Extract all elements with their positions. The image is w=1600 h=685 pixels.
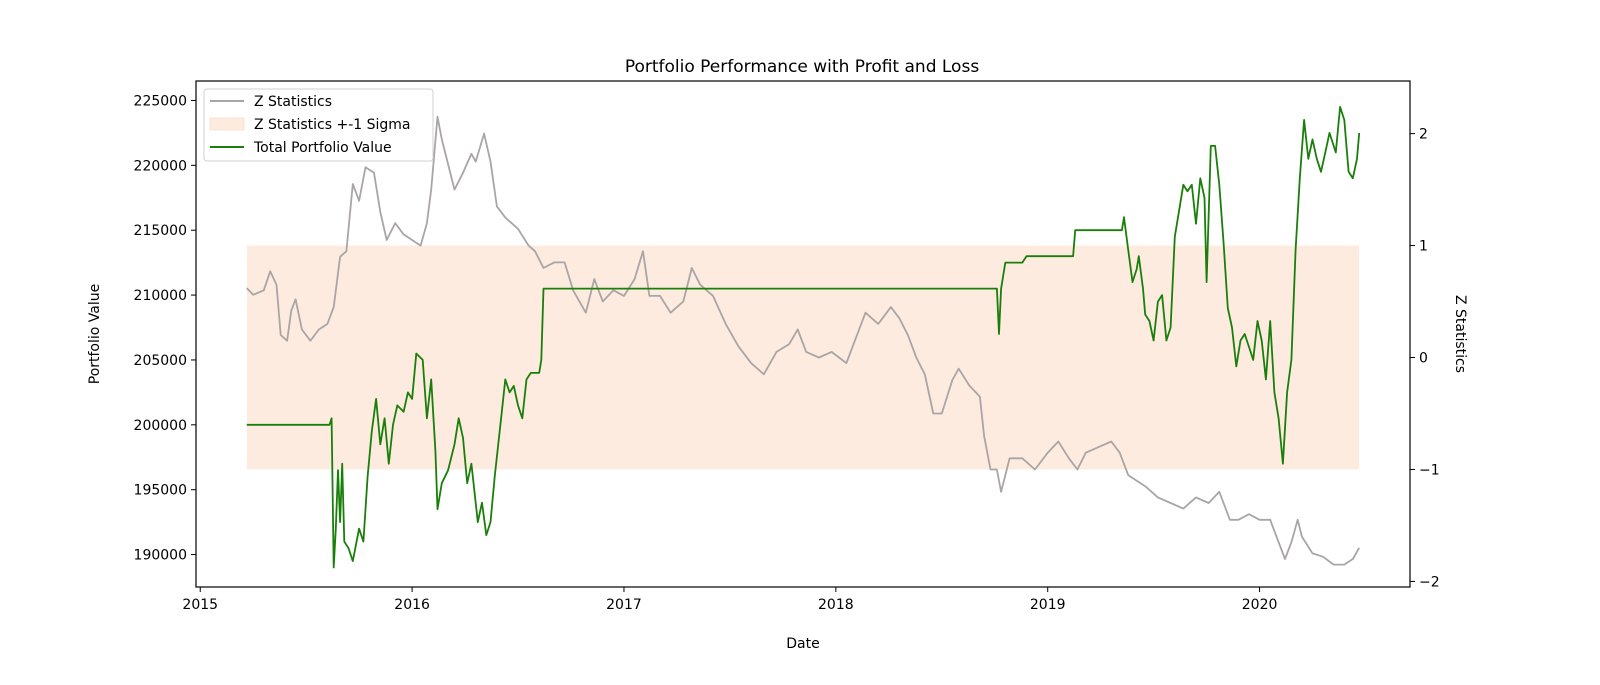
x-tick-label: 2019 — [1030, 597, 1066, 613]
legend-label: Z Statistics — [254, 94, 332, 110]
legend-swatch-band — [209, 117, 245, 131]
y-left-tick-label: 225000 — [134, 93, 187, 109]
y-left-tick-label: 190000 — [134, 548, 187, 564]
y-left-tick-label: 215000 — [134, 223, 187, 239]
y-left-tick-label: 195000 — [134, 483, 187, 499]
y-right-tick-label: 1 — [1419, 239, 1428, 255]
series-line-total-portfolio-value — [246, 106, 1361, 569]
sigma-band-layer — [246, 245, 1360, 470]
x-tick-label: 2016 — [394, 597, 430, 613]
y-left-tick-label: 220000 — [134, 158, 187, 174]
y-axis-right: −2 −1 0 1 2 — [1410, 127, 1440, 590]
x-tick-label: 2017 — [606, 597, 642, 613]
x-axis: 2015 2016 2017 2018 2019 2020 — [182, 587, 1277, 613]
chart-title: Portfolio Performance with Profit and Lo… — [625, 57, 980, 77]
series-line-z-statistics — [246, 115, 1360, 566]
y-left-tick-label: 200000 — [134, 418, 187, 434]
plot-frame — [195, 80, 1411, 588]
series-layer — [246, 106, 1361, 569]
y-left-tick-label: 205000 — [134, 353, 187, 369]
sigma-band — [246, 245, 1360, 470]
x-tick-label: 2015 — [182, 597, 218, 613]
y-right-tick-label: −1 — [1419, 462, 1440, 478]
legend-label: Total Portfolio Value — [253, 140, 392, 156]
y-right-tick-label: 0 — [1419, 351, 1428, 367]
x-tick-label: 2018 — [818, 597, 854, 613]
y-axis-left: 190000 195000 200000 205000 210000 215000 2200… — [134, 93, 196, 564]
legend-box — [203, 88, 434, 162]
x-tick-label: 2020 — [1242, 597, 1278, 613]
y-left-tick-label: 210000 — [134, 288, 187, 304]
y-right-tick-label: 2 — [1419, 127, 1428, 143]
legend: Z Statistics Z Statistics +-1 Sigma Total … — [203, 88, 434, 162]
legend-label: Z Statistics +-1 Sigma — [254, 117, 411, 133]
y-axis-right-title: Z Statistics — [1452, 295, 1468, 373]
y-right-tick-label: −2 — [1419, 574, 1440, 590]
x-axis-title: Date — [786, 636, 819, 652]
y-axis-left-title: Portfolio Value — [87, 284, 103, 385]
